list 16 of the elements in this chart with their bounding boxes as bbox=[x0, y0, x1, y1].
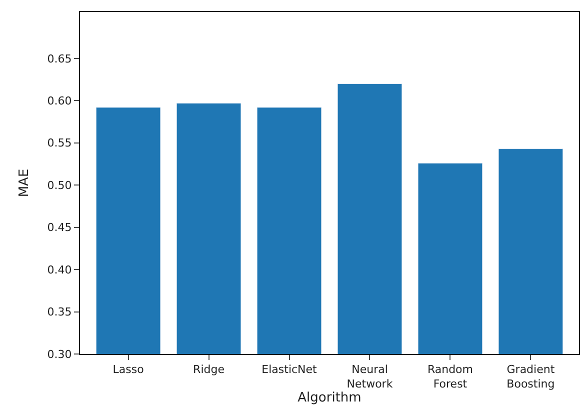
x-tick-label: ElasticNet bbox=[262, 363, 318, 376]
y-tick-label: 0.40 bbox=[47, 263, 72, 276]
x-tick-label: Ridge bbox=[193, 363, 225, 376]
y-tick-label: 0.30 bbox=[47, 348, 72, 361]
y-tick-label: 0.50 bbox=[47, 178, 72, 192]
x-tick-label: Gradient Boosting bbox=[506, 363, 556, 390]
y-tick-label: 0.65 bbox=[47, 52, 72, 66]
y-tick-label: 0.60 bbox=[47, 94, 72, 108]
x-tick-label: Random Forest bbox=[427, 363, 474, 390]
y-tick-label: 0.35 bbox=[47, 306, 72, 319]
x-tick-label: Lasso bbox=[112, 363, 144, 376]
x-axis-title: Algorithm bbox=[298, 390, 362, 406]
y-tick-label: 0.45 bbox=[47, 221, 72, 234]
y-tick-label: 0.55 bbox=[47, 136, 72, 150]
y-axis-title: MAE bbox=[17, 168, 32, 198]
x-tick-label: Neural Network bbox=[346, 363, 394, 390]
